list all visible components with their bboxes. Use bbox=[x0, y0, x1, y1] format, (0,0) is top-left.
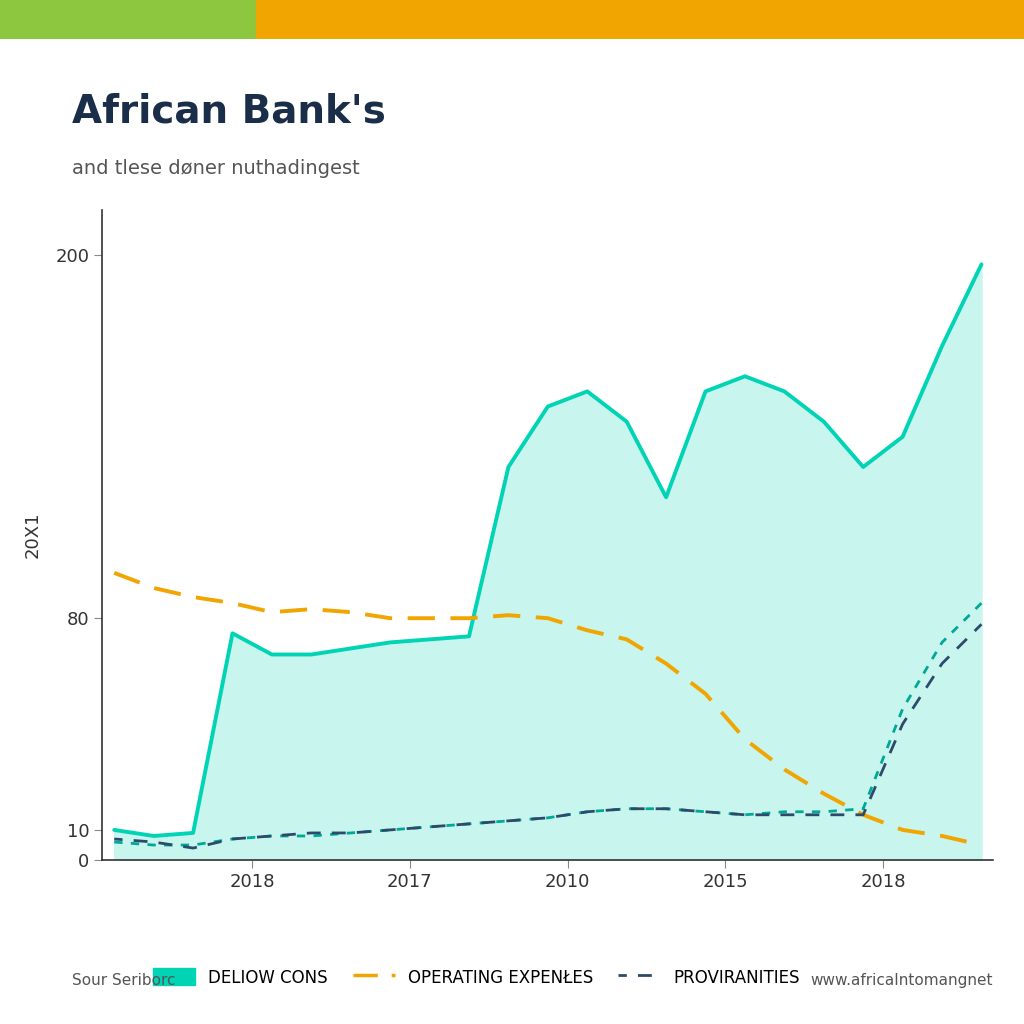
Text: and tlese døner nuthadingest: and tlese døner nuthadingest bbox=[72, 159, 359, 178]
Bar bbox=[256, 0, 1024, 39]
Bar bbox=[0, 0, 256, 39]
Text: Sour Seriborc: Sour Seriborc bbox=[72, 973, 175, 988]
Y-axis label: 20X1: 20X1 bbox=[24, 512, 41, 558]
Text: www.africaIntomangnet: www.africaIntomangnet bbox=[811, 973, 993, 988]
Legend: DELIOW CONS, OPERATING EXPENŁES, PROVIRANITIES: DELIOW CONS, OPERATING EXPENŁES, PROVIRA… bbox=[145, 961, 808, 995]
Text: African Bank's: African Bank's bbox=[72, 92, 386, 130]
